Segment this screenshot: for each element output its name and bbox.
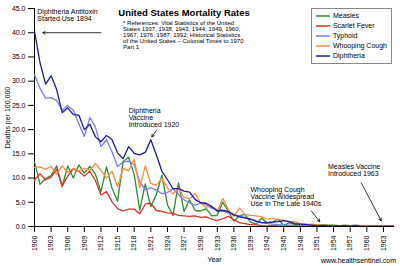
svg-text:1957: 1957	[346, 235, 353, 251]
svg-text:10.0: 10.0	[12, 174, 26, 181]
svg-text:1903: 1903	[47, 235, 54, 251]
svg-text:1915: 1915	[114, 235, 121, 251]
svg-text:1942: 1942	[263, 235, 270, 251]
svg-text:1960: 1960	[363, 235, 370, 251]
svg-text:1924: 1924	[164, 235, 171, 251]
svg-text:Whooping CoughVaccine Widespre: Whooping CoughVaccine WidespreadUse In T…	[251, 186, 322, 207]
svg-text:25.0: 25.0	[12, 102, 26, 109]
svg-text:1933: 1933	[214, 235, 221, 251]
svg-text:1918: 1918	[130, 235, 137, 251]
svg-text:United States Mortality Rates: United States Mortality Rates	[118, 7, 249, 18]
svg-text:DiphtheriaVaccineIntroduced 19: DiphtheriaVaccineIntroduced 1920	[129, 107, 180, 128]
html-text:www.healthsentinel.com: www.healthsentinel.com	[320, 257, 396, 264]
svg-text:1900: 1900	[31, 235, 38, 251]
svg-text:1963: 1963	[380, 235, 387, 251]
svg-text:35.0: 35.0	[12, 53, 26, 60]
svg-text:1927: 1927	[180, 235, 187, 251]
svg-text:1954: 1954	[330, 235, 337, 251]
svg-text:5.0: 5.0	[16, 199, 26, 206]
svg-text:1939: 1939	[247, 235, 254, 251]
svg-text:1945: 1945	[280, 235, 287, 251]
svg-text:30.0: 30.0	[12, 77, 26, 84]
svg-text:Deaths per 100,000: Deaths per 100,000	[4, 87, 12, 149]
svg-text:1912: 1912	[97, 235, 104, 251]
svg-text:0.0: 0.0	[16, 223, 26, 230]
svg-text:Year: Year	[207, 256, 222, 263]
svg-text:1921: 1921	[147, 235, 154, 251]
html-text:Whooping Cough: Whooping Cough	[332, 42, 387, 49]
svg-text:1930: 1930	[197, 235, 204, 251]
svg-text:40.0: 40.0	[12, 29, 26, 36]
svg-text:1936: 1936	[230, 235, 237, 251]
svg-text:* References: Vital Statistics: * References: Vital Statistics of the Un…	[123, 20, 244, 50]
svg-text:1909: 1909	[81, 235, 88, 251]
svg-text:1948: 1948	[297, 235, 304, 251]
html-text:Measles: Measles	[332, 12, 359, 19]
svg-text:15.0: 15.0	[12, 150, 26, 157]
svg-text:20.0: 20.0	[12, 126, 26, 133]
svg-text:45.0: 45.0	[12, 5, 26, 12]
svg-text:1906: 1906	[64, 235, 71, 251]
html-text:Scarlet Fever: Scarlet Fever	[332, 22, 375, 29]
svg-text:1951: 1951	[313, 235, 320, 251]
svg-text:Measles VaccineIntroduced 1963: Measles VaccineIntroduced 1963	[328, 163, 381, 177]
svg-text:Diphtheria AntitoxinStarted Us: Diphtheria AntitoxinStarted Use 1894	[37, 8, 97, 22]
html-text:Diphtheria: Diphtheria	[332, 52, 365, 59]
html-text:Typhoid: Typhoid	[332, 32, 358, 39]
